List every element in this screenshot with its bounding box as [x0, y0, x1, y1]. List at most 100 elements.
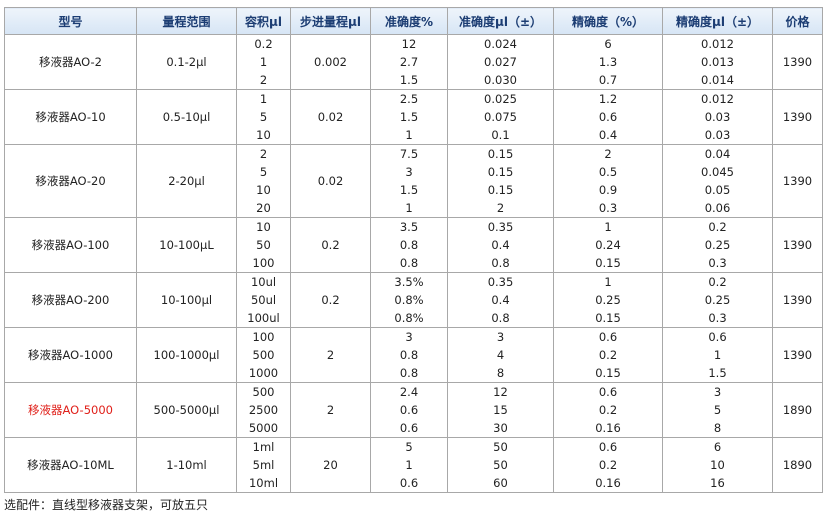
table-body: 移液器AO-2 0.1-2μl 0.2 1 2 0.002 12 2.7 1.5 0.024 0.0… — [4, 34, 823, 493]
cell-line: 1ml — [252, 440, 275, 454]
cell-line: 100ul — [247, 311, 280, 325]
multi-cell: 1.2 0.6 0.4 — [553, 89, 663, 145]
table-cell: 1890 — [772, 437, 823, 493]
cell-line: 0.4 — [491, 293, 510, 307]
table-cell: 1390 — [772, 272, 823, 328]
table-row: 移液器AO-5000 500-5000μl 500 2500 5000 2 2.4 0.6 0.… — [4, 382, 823, 438]
cell-line: 1.5 — [399, 110, 419, 124]
cell-line: 1.5 — [708, 366, 727, 380]
cell-line: 0.8 — [491, 256, 510, 270]
cell-line: 10ul — [250, 275, 277, 289]
cell-line: 0.35 — [487, 220, 514, 234]
cell-line: 2500 — [248, 403, 279, 417]
cell-line: 10 — [256, 183, 271, 197]
multi-cell: 7.5 3 1.5 1 — [370, 144, 448, 218]
multi-cell: 1 0.25 0.15 — [553, 272, 663, 328]
content: 型号 量程范围 容积μl 步进量程μl 准确度% 准确度μl（±） 精确度（%） 精确度μl（… — [4, 7, 823, 513]
header-cell: 准确度% — [370, 7, 448, 35]
multi-cell: 0.6 0.2 0.16 — [553, 437, 663, 493]
header-cell: 量程范围 — [136, 7, 237, 35]
cell-line: 2 — [604, 147, 612, 161]
spec-table: 型号 量程范围 容积μl 步进量程μl 准确度% 准确度μl（±） 精确度（%） 精确度μl（… — [4, 7, 823, 493]
cell-line: 3 — [713, 385, 722, 399]
table-cell: 20 — [290, 437, 371, 493]
table-row: 移液器AO-20 2-20μl 2 5 10 20 0.02 7.5 3 1.5 1 0.15 0.15… — [4, 144, 823, 218]
header-cell: 准确度μl（±） — [447, 7, 554, 35]
multi-cell: 2 0.5 0.9 0.3 — [553, 144, 663, 218]
cell-line: 0.6 — [399, 421, 419, 435]
table-cell: 10-100μL — [136, 217, 237, 273]
cell-line: 1000 — [248, 366, 279, 380]
cell-line: 0.6 — [598, 440, 618, 454]
cell-line: 0.6 — [598, 385, 618, 399]
cell-line: 0.7 — [598, 73, 618, 87]
cell-line: 0.1 — [491, 128, 510, 142]
cell-line: 50 — [256, 238, 271, 252]
model-cell: 移液器AO-1000 — [4, 327, 137, 383]
cell-line: 0.2 — [254, 37, 273, 51]
table-row: 移液器AO-2 0.1-2μl 0.2 1 2 0.002 12 2.7 1.5 0.024 0.0… — [4, 34, 823, 90]
multi-cell: 6 10 16 — [662, 437, 773, 493]
cell-line: 8 — [713, 421, 722, 435]
multi-cell: 0.2 0.25 0.3 — [662, 272, 773, 328]
cell-line: 0.8 — [491, 311, 510, 325]
cell-line: 10 — [256, 128, 271, 142]
cell-line: 5 — [405, 440, 413, 454]
table-cell: 1390 — [772, 327, 823, 383]
multi-cell: 12 2.7 1.5 — [370, 34, 448, 90]
cell-line: 1 — [604, 220, 612, 234]
cell-line: 0.6 — [399, 476, 419, 490]
cell-line: 3 — [405, 330, 413, 344]
cell-line: 2.5 — [399, 92, 419, 106]
table-cell: 2 — [290, 327, 371, 383]
cell-line: 0.012 — [701, 92, 734, 106]
cell-line: 0.024 — [484, 37, 517, 51]
multi-cell: 10 50 100 — [236, 217, 291, 273]
cell-line: 0.6 — [399, 403, 419, 417]
cell-line: 16 — [710, 476, 725, 490]
cell-line: 50 — [493, 458, 508, 472]
table-cell: 2-20μl — [136, 144, 237, 218]
multi-cell: 6 1.3 0.7 — [553, 34, 663, 90]
cell-line: 1 — [713, 348, 722, 362]
table-cell: 0.2 — [290, 272, 371, 328]
cell-line: 7.5 — [399, 147, 419, 161]
cell-line: 0.2 — [708, 220, 727, 234]
cell-line: 1 — [405, 201, 413, 215]
multi-cell: 0.35 0.4 0.8 — [447, 272, 554, 328]
cell-line: 5000 — [248, 421, 279, 435]
table-cell: 0.2 — [290, 217, 371, 273]
cell-line: 0.25 — [704, 293, 731, 307]
cell-line: 1 — [259, 55, 268, 69]
cell-line: 1.5 — [399, 183, 419, 197]
cell-line: 500 — [252, 348, 275, 362]
cell-line: 0.16 — [595, 476, 621, 490]
cell-line: 0.013 — [701, 55, 734, 69]
multi-cell: 0.2 0.25 0.3 — [662, 217, 773, 273]
table-cell: 1890 — [772, 382, 823, 438]
cell-line: 5 — [259, 165, 268, 179]
cell-line: 0.16 — [595, 421, 621, 435]
cell-line: 0.5 — [598, 165, 618, 179]
multi-cell: 12 15 30 — [447, 382, 554, 438]
table-row: 移液器AO-1000 100-1000μl 100 500 1000 2 3 0.8 0.8 3 4… — [4, 327, 823, 383]
cell-line: 2.4 — [399, 385, 419, 399]
cell-line: 10ml — [248, 476, 279, 490]
cell-line: 0.15 — [595, 256, 621, 270]
cell-line: 0.06 — [704, 201, 731, 215]
multi-cell: 5 1 0.6 — [370, 437, 448, 493]
table-cell: 100-1000μl — [136, 327, 237, 383]
cell-line: 0.075 — [484, 110, 517, 124]
table-cell: 2 — [290, 382, 371, 438]
cell-line: 0.8% — [394, 293, 424, 307]
cell-line: 100 — [252, 330, 275, 344]
table-cell: 0.002 — [290, 34, 371, 90]
cell-line: 3 — [405, 165, 413, 179]
cell-line: 0.3 — [708, 311, 727, 325]
multi-cell: 3 0.8 0.8 — [370, 327, 448, 383]
cell-line: 3.5% — [394, 275, 424, 289]
multi-cell: 50 50 60 — [447, 437, 554, 493]
table-row: 移液器AO-200 10-100μl 10ul 50ul 100ul 0.2 3.5% 0.8… — [4, 272, 823, 328]
cell-line: 0.014 — [701, 73, 734, 87]
cell-line: 60 — [493, 476, 508, 490]
